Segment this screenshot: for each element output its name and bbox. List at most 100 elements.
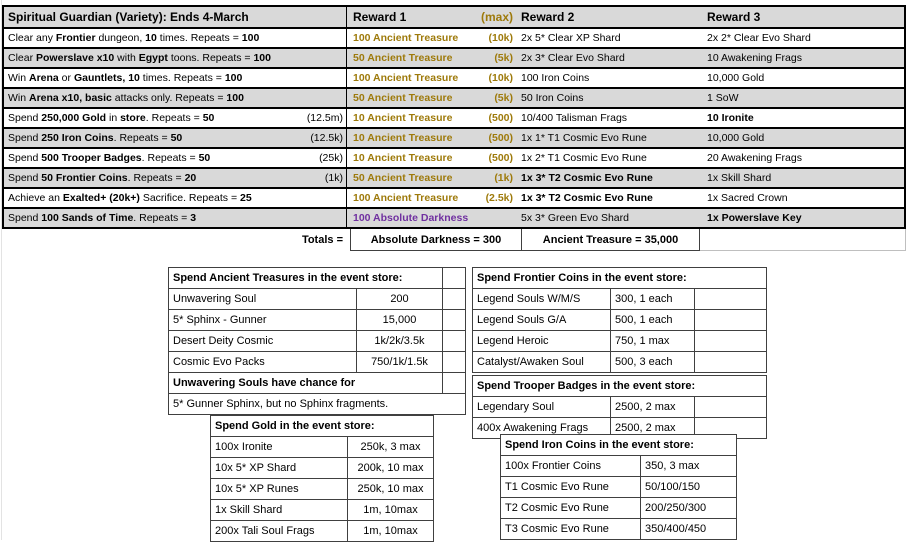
store-row: 100x Ironite 250k, 3 max [210,436,434,458]
store-item: 10x 5* XP Shard [210,457,348,479]
reward1-header-cell: Reward 1 (max) [347,7,518,27]
store-price: 1m, 10max [347,520,434,542]
reward1-cell: 10 Ancient Treasure (500) [347,149,518,167]
quest-task: Clear any Frontier dungeon, 10 times. Re… [4,29,347,47]
store-row: Desert Deity Cosmic 1k/2k/3.5k [168,330,466,352]
store-item: Legend Souls W/M/S [472,288,611,310]
reward1-cell: 100 Absolute Darkness [347,209,518,227]
store-item: T2 Cosmic Evo Rune [500,497,641,519]
quest-row: Achieve an Exalted+ (20k+) Sacrifice. Re… [4,189,904,209]
quest-max-value: (25k) [319,152,343,164]
store-title: Spend Ancient Treasures in the event sto… [168,267,443,289]
reward1-text: 100 Ancient Treasure [353,72,459,84]
empty-cell [442,330,466,352]
reward1-max: (10k) [488,32,513,44]
totals-label: Totals = [301,234,343,246]
store-row: T2 Cosmic Evo Rune 200/250/300 [500,497,737,519]
reward1-text: 50 Ancient Treasure [353,52,453,64]
quest-row: Spend 100 Sands of Time. Repeats = 3 100… [4,209,904,227]
store-row: Legend Heroic 750, 1 max [472,330,767,352]
store-note-row: 5* Gunner Sphinx, but no Sphinx fragment… [168,393,466,415]
reward3-cell: 10 Awakening Frags [707,52,802,64]
quest-row: Spend 250,000 Gold in store. Repeats = 5… [4,109,904,129]
store-row: 1x Skill Shard 1m, 10max [210,499,434,521]
reward1-text: 50 Ancient Treasure [353,172,453,184]
empty-cell [694,330,767,352]
store-item: Desert Deity Cosmic [168,330,357,352]
reward3-header: Reward 3 [707,10,761,24]
store-title: Spend Gold in the event store: [210,415,434,437]
store-item: Legend Souls G/A [472,309,611,331]
store-row: Legendary Soul 2500, 2 max [472,396,767,418]
reward3-cell: 1x Powerslave Key [707,212,802,224]
empty-cell [442,288,466,310]
store-price: 250k, 3 max [347,436,434,458]
empty-cell [442,372,466,394]
store-price: 2500, 2 max [610,417,695,439]
reward1-cell: 100 Ancient Treasure (2.5k) [347,189,518,207]
store-header-row: Spend Trooper Badges in the event store: [472,375,767,397]
reward2-cell: 100 Iron Coins [521,72,590,84]
quest-task-text: Achieve an Exalted+ (20k+) Sacrifice. Re… [8,192,252,204]
totals-absolute-darkness: Absolute Darkness = 300 [350,229,522,251]
quest-task: Spend 500 Trooper Badges. Repeats = 50 (2… [4,149,347,167]
reward1-max: (1k) [494,172,513,184]
store-row: 10x 5* XP Shard 200k, 10 max [210,457,434,479]
store-row: Unwavering Soul 200 [168,288,466,310]
event-title: Spiritual Guardian (Variety): Ends 4-Mar… [8,10,249,24]
reward1-cell: 50 Ancient Treasure (5k) [347,49,518,67]
quest-task-text: Spend 250 Iron Coins. Repeats = 50 [8,132,183,144]
store-item: T3 Cosmic Evo Rune [500,518,641,540]
store-header-row: Spend Frontier Coins in the event store: [472,267,767,289]
reward2-cell: 2x 5* Clear XP Shard [521,32,621,44]
reward1-text: 10 Ancient Treasure [353,132,453,144]
quest-task: Spend 100 Sands of Time. Repeats = 3 [4,209,347,227]
reward1-text: 10 Ancient Treasure [353,152,453,164]
store-row: 200x Tali Soul Frags 1m, 10max [210,520,434,542]
quest-task-text: Clear any Frontier dungeon, 10 times. Re… [8,32,260,44]
store-price: 300, 1 each [610,288,695,310]
store-price: 200/250/300 [640,497,737,519]
quest-max-value: (12.5m) [306,112,343,124]
store-item: 5* Sphinx - Gunner [168,309,357,331]
quest-row: Win Arena or Gauntlets, 10 times. Repeat… [4,69,904,89]
reward2-cell: 10/400 Talisman Frags [521,112,628,124]
store-item: Legend Heroic [472,330,611,352]
reward3-cell: 20 Awakening Frags [707,152,802,164]
store-price: 1k/2k/3.5k [356,330,443,352]
reward1-max: (500) [488,152,513,164]
store-title: Spend Frontier Coins in the event store: [472,267,767,289]
reward2-cell: 1x 2* T1 Cosmic Evo Rune [521,152,647,164]
empty-cell [694,309,767,331]
reward3-cell: 10,000 Gold [707,132,765,144]
store-row: 5* Sphinx - Gunner 15,000 [168,309,466,331]
store-price: 1m, 10max [347,499,434,521]
quest-row: Clear any Frontier dungeon, 10 times. Re… [4,29,904,49]
empty-cell [442,351,466,373]
reward1-header: Reward 1 [353,10,407,24]
event-title-cell: Spiritual Guardian (Variety): Ends 4-Mar… [4,7,347,27]
reward3-cell: 1 SoW [707,92,739,104]
store-price: 750, 1 max [610,330,695,352]
store-price: 200 [356,288,443,310]
reward2-cell: 1x 3* T2 Cosmic Evo Rune [521,192,653,204]
event-quest-table: Spiritual Guardian (Variety): Ends 4-Mar… [2,5,906,229]
reward3-cell: 1x Sacred Crown [707,192,788,204]
store-price: 500, 1 each [610,309,695,331]
reward1-text: 100 Ancient Treasure [353,192,459,204]
store-item: Unwavering Soul [168,288,357,310]
quest-row: Spend 250 Iron Coins. Repeats = 50 (12.5k… [4,129,904,149]
store-price: 750/1k/1.5k [356,351,443,373]
store-item: 100x Frontier Coins [500,455,641,477]
reward2-cell: 1x 1* T1 Cosmic Evo Rune [521,132,647,144]
reward1-text: 10 Ancient Treasure [353,112,453,124]
quest-row: Spend 50 Frontier Coins. Repeats = 20 (1k… [4,169,904,189]
store-price: 2500, 2 max [610,396,695,418]
reward2-cell: 2x 3* Clear Evo Shard [521,52,625,64]
quest-task: Win Arena x10, basic attacks only. Repea… [4,89,347,107]
store-item: 100x Ironite [210,436,348,458]
reward1-max: (5k) [494,92,513,104]
quest-task: Achieve an Exalted+ (20k+) Sacrifice. Re… [4,189,347,207]
reward1-cell: 100 Ancient Treasure (10k) [347,69,518,87]
reward1-cell: 10 Ancient Treasure (500) [347,129,518,147]
